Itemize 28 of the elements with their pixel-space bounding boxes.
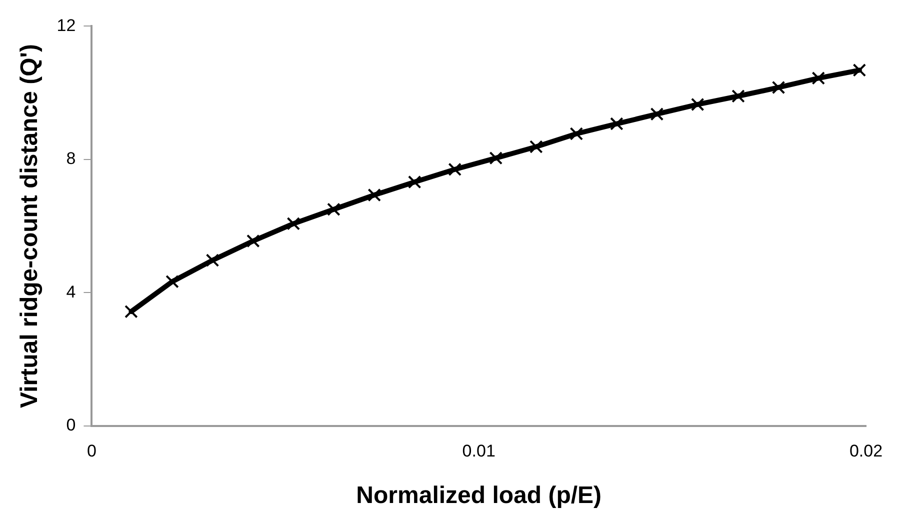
point bbox=[166, 274, 179, 288]
point bbox=[368, 188, 381, 202]
point bbox=[448, 162, 462, 176]
point bbox=[772, 80, 786, 94]
y-axis-title: Virtual ridge-count distance (Q') bbox=[16, 44, 44, 408]
x-tick-label: 0 bbox=[86, 442, 96, 461]
point bbox=[408, 175, 422, 189]
point bbox=[286, 217, 300, 230]
x-tick-label: 0.01 bbox=[462, 442, 496, 461]
x-axis-title: Normalized load (p/E) bbox=[356, 482, 602, 510]
point bbox=[610, 117, 624, 130]
point bbox=[124, 304, 138, 318]
y-tick-label: 12 bbox=[56, 16, 76, 35]
y-tick-label: 4 bbox=[66, 282, 76, 302]
point bbox=[206, 254, 220, 267]
point bbox=[650, 107, 664, 121]
point bbox=[690, 98, 704, 112]
point bbox=[529, 140, 543, 154]
point bbox=[489, 151, 503, 165]
x-tick-label: 0.02 bbox=[849, 442, 883, 461]
y-tick-label: 8 bbox=[66, 149, 76, 168]
point bbox=[812, 71, 826, 85]
point bbox=[246, 234, 260, 248]
y-tick-label: 0 bbox=[66, 415, 76, 434]
point bbox=[327, 202, 340, 216]
point bbox=[852, 64, 866, 77]
point bbox=[732, 89, 745, 103]
point bbox=[570, 127, 584, 140]
